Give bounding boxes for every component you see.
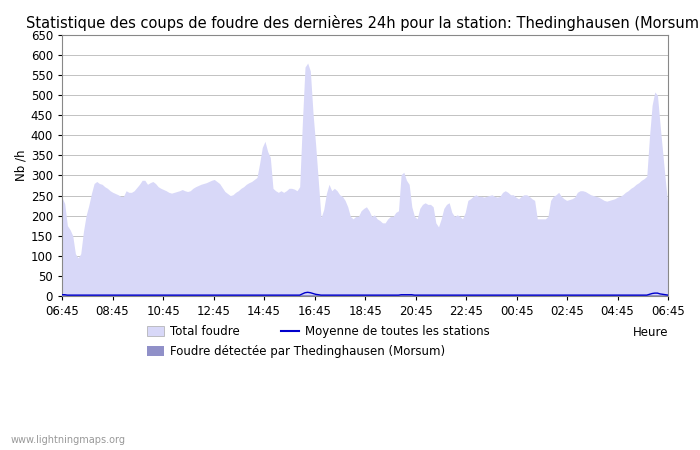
Y-axis label: Nb /h: Nb /h — [15, 150, 28, 181]
Text: www.lightningmaps.org: www.lightningmaps.org — [10, 435, 125, 445]
Text: Heure: Heure — [633, 327, 668, 339]
Title: Statistique des coups de foudre des dernières 24h pour la station: Thedinghausen: Statistique des coups de foudre des dern… — [26, 15, 700, 31]
Legend: Foudre détectée par Thedinghausen (Morsum): Foudre détectée par Thedinghausen (Morsu… — [147, 345, 445, 358]
